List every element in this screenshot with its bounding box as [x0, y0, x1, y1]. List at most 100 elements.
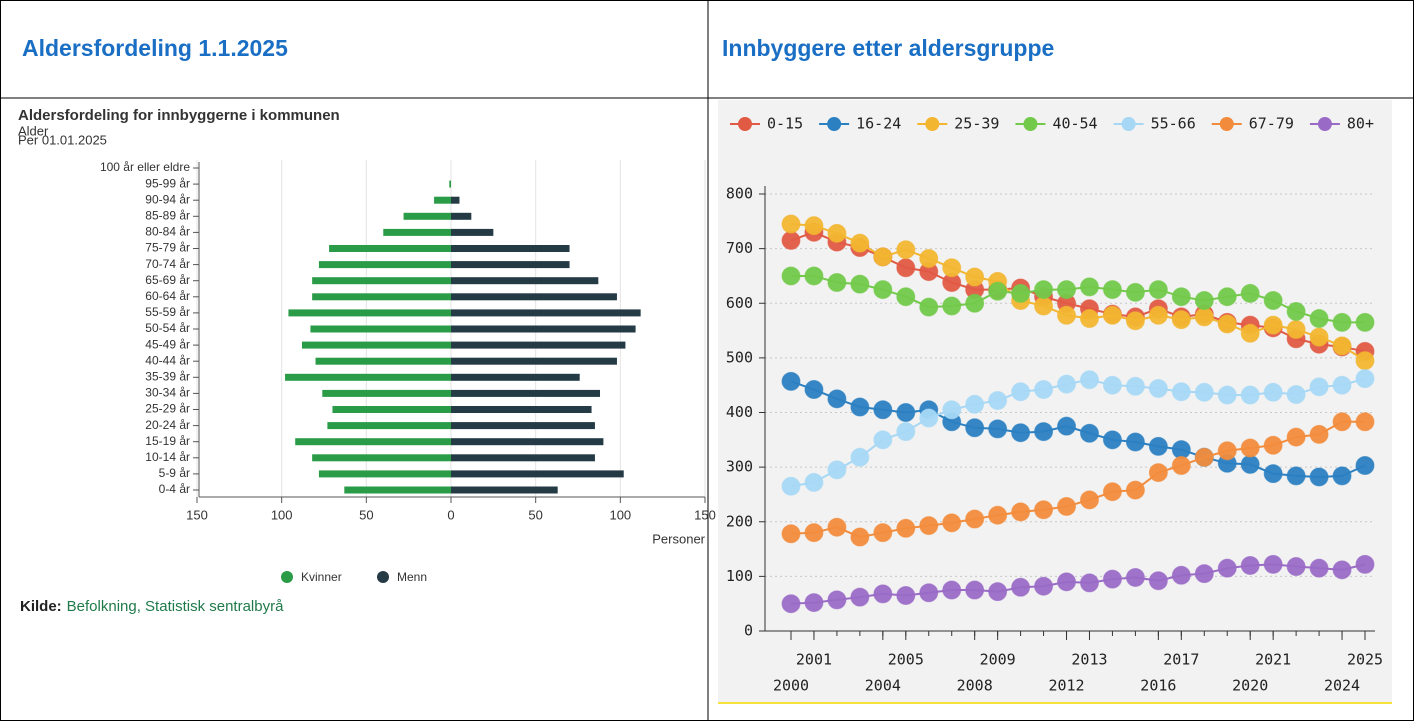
bar [451, 228, 494, 236]
point [1079, 277, 1099, 297]
point [1194, 382, 1214, 402]
y-tick-label: 400 [726, 403, 753, 421]
bar [288, 309, 451, 317]
point [850, 447, 870, 467]
point [1057, 374, 1077, 394]
legend-marker [1317, 117, 1332, 131]
point [1263, 464, 1283, 484]
point [1057, 305, 1077, 325]
point [1263, 382, 1283, 402]
point [804, 216, 824, 236]
point [873, 523, 893, 543]
point [781, 371, 801, 391]
point [1355, 412, 1375, 432]
point [1011, 577, 1031, 597]
point [1355, 351, 1375, 371]
point [1102, 375, 1122, 395]
point [942, 513, 962, 533]
point [1171, 455, 1191, 475]
point [850, 274, 870, 294]
point [1309, 377, 1329, 397]
point [1079, 423, 1099, 443]
bar [403, 212, 451, 220]
point [965, 394, 985, 414]
y-tick-label: 50-54 år [145, 321, 190, 335]
bar [434, 196, 451, 204]
point [1263, 435, 1283, 455]
y-tick-label: 0 [744, 622, 753, 640]
point [873, 400, 893, 420]
point [942, 296, 962, 316]
point [1125, 567, 1145, 587]
point [1057, 280, 1077, 300]
point [942, 258, 962, 278]
source-link[interactable]: Befolkning, Statistisk sentralbyrå [67, 598, 284, 615]
point [896, 518, 916, 538]
legend-label: 0-15 [767, 115, 803, 133]
y-tick-label: 85-89 år [145, 208, 190, 222]
bar [451, 196, 460, 204]
point [896, 258, 916, 278]
bar [451, 438, 604, 446]
bar [329, 245, 451, 252]
point [896, 403, 916, 422]
point [850, 587, 870, 607]
x-tick-label: 50 [528, 507, 542, 522]
x-tick-label: 2004 [865, 677, 901, 695]
bar [301, 341, 451, 349]
point [896, 422, 916, 442]
point [965, 418, 985, 438]
legend-marker [925, 117, 940, 131]
y-tick-label: 60-64 år [145, 289, 190, 303]
point [1148, 378, 1168, 398]
point [1148, 436, 1168, 456]
point [781, 476, 801, 496]
point [988, 281, 1008, 301]
x-tick-label: 100 [271, 507, 293, 522]
point [1194, 564, 1214, 584]
point [827, 517, 847, 537]
point [1011, 382, 1031, 402]
point [1263, 315, 1283, 335]
point [1102, 482, 1122, 502]
y-tick-label: 700 [726, 239, 753, 257]
legend-marker [1219, 117, 1234, 131]
legend-marker [281, 571, 293, 583]
point [1217, 385, 1237, 405]
point [804, 472, 824, 492]
x-tick-label: 150 [694, 507, 716, 522]
y-tick-label: 200 [726, 512, 753, 530]
point [1309, 467, 1329, 487]
bar [327, 422, 451, 430]
point [919, 248, 939, 268]
point [896, 585, 916, 605]
x-tick-label: 2017 [1163, 651, 1199, 669]
point [850, 233, 870, 253]
point [1034, 422, 1054, 442]
bar [295, 438, 451, 446]
legend-label: 25-39 [954, 115, 999, 133]
point [1217, 287, 1237, 307]
y-tick-label: 5-9 år [159, 466, 190, 480]
x-tick-label: 2020 [1232, 677, 1268, 695]
point [873, 584, 893, 604]
point [1171, 382, 1191, 402]
point [1079, 370, 1099, 390]
point [804, 593, 824, 613]
x-tick-label: 2009 [980, 651, 1016, 669]
point [919, 408, 939, 428]
point [1011, 283, 1031, 303]
point [1240, 283, 1260, 303]
panel-heading: Aldersfordeling 1.1.2025 [22, 35, 288, 61]
y-axis-label: Alder [18, 123, 49, 138]
point [1240, 555, 1260, 575]
source-label: Kilde: [20, 598, 62, 615]
point [827, 590, 847, 610]
legend-label: 40-54 [1052, 115, 1097, 133]
point [1263, 554, 1283, 574]
point [1102, 430, 1122, 450]
bar [285, 373, 451, 381]
point [1125, 311, 1145, 331]
bar [451, 341, 626, 349]
bar [451, 470, 624, 478]
